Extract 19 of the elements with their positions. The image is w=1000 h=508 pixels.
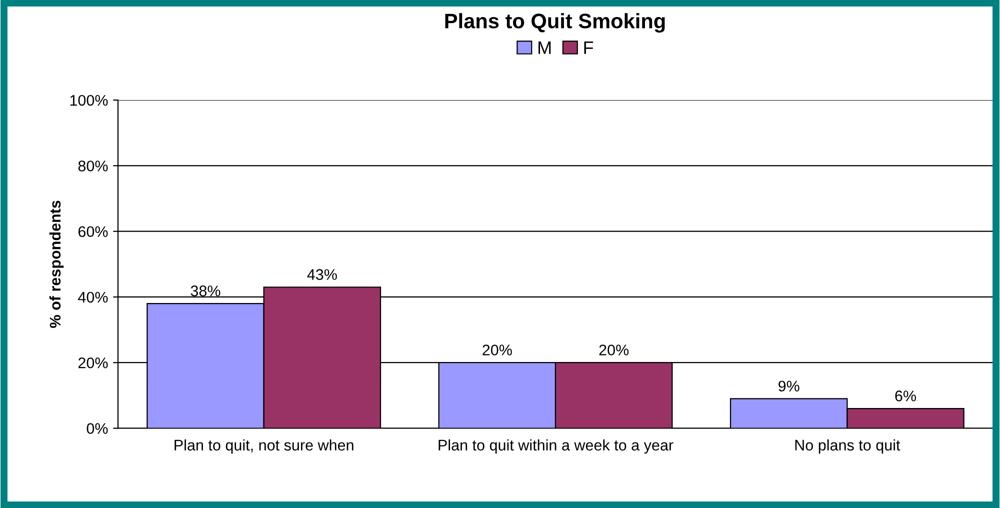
y-tick-label: 0% — [86, 423, 108, 434]
y-tick-label: 20% — [78, 357, 108, 368]
data-label: 20% — [482, 344, 512, 356]
y-tick-label: 40% — [78, 292, 108, 303]
y-tick-label: 60% — [78, 226, 108, 238]
data-label: 9% — [778, 380, 800, 392]
legend-label: M — [538, 41, 551, 54]
data-label: 20% — [599, 344, 629, 356]
y-tick-label: 80% — [78, 160, 108, 172]
data-label: 6% — [895, 390, 916, 402]
x-tick-label: Plan to quit within a week to a year — [438, 439, 674, 454]
legend-label: F — [584, 41, 594, 54]
y-tick-label: 100% — [70, 94, 108, 106]
x-tick-label: No plans to quit — [795, 439, 900, 454]
x-tick-label: Plan to quit, not sure when — [174, 439, 354, 454]
data-label: 38% — [190, 286, 220, 296]
y-axis-title: % of respondents — [49, 200, 64, 328]
data-label: 43% — [307, 269, 337, 280]
chart-title: Plans to Quit Smoking — [445, 13, 665, 33]
